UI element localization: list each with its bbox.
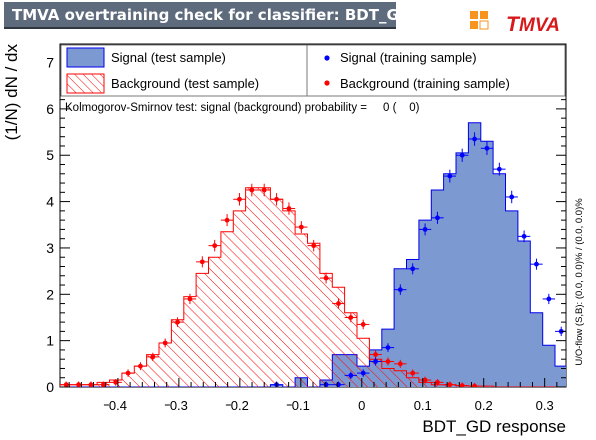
legend-swatch-signal-test xyxy=(66,47,105,68)
background-training-point xyxy=(196,256,209,268)
histogram-layer xyxy=(60,122,596,387)
x-tick-label: 0.1 xyxy=(414,398,432,413)
background-training-point xyxy=(270,193,283,206)
background-training-point xyxy=(431,379,444,386)
background-training-point xyxy=(258,183,271,197)
signal-training-point xyxy=(443,169,457,183)
x-tick-label: 0.3 xyxy=(170,398,188,413)
background-training-point xyxy=(344,312,358,323)
signal-training-point xyxy=(369,357,382,366)
signal-training-point xyxy=(517,230,531,243)
signal-training-point xyxy=(381,343,395,352)
x-tick-label: 0.4 xyxy=(109,398,127,413)
background-test-outline xyxy=(60,187,566,387)
x-tick-label: 0 xyxy=(358,398,365,413)
background-training-point xyxy=(406,369,419,377)
signal-test-histogram xyxy=(60,122,566,387)
legend-label-background-training: Background (training sample) xyxy=(340,76,510,91)
background-training-point xyxy=(146,352,160,362)
background-training-point xyxy=(394,359,407,368)
signal-training-point xyxy=(542,293,556,305)
x-tick-label: 0.2 xyxy=(231,398,249,413)
background-training-point xyxy=(307,239,320,252)
signal-training-point xyxy=(580,372,592,379)
background-training-point xyxy=(109,379,122,386)
signal-training-point xyxy=(357,369,370,377)
y-tick-label: 3 xyxy=(46,240,54,256)
background-training-point xyxy=(134,362,147,371)
legend-left: Signal (test sample) Background (test sa… xyxy=(60,44,308,97)
y-tick-label: 6 xyxy=(46,101,54,117)
signal-training-point xyxy=(344,371,358,380)
signal-training-point xyxy=(431,211,444,224)
background-training-point xyxy=(84,381,98,387)
background-training-point xyxy=(381,357,395,366)
background-training-point xyxy=(97,381,110,387)
background-training-point xyxy=(282,202,296,215)
background-training-point xyxy=(220,214,234,227)
background-training-point xyxy=(443,381,457,387)
signal-training-point xyxy=(480,141,494,155)
x-axis-label: BDT_GD response xyxy=(422,417,566,436)
signal-training-point xyxy=(406,263,419,275)
legend-label-signal-training: Signal (training sample) xyxy=(340,50,477,65)
overflow-note: U/O-flow (S,B): (0.0, 0.0)% / (0.0, 0.0)… xyxy=(574,198,585,366)
signal-training-point xyxy=(394,284,407,295)
background-training-point xyxy=(456,382,469,387)
x-tick-label: 0.1 xyxy=(292,398,310,413)
signal-training-point xyxy=(530,258,543,270)
signal-training-point xyxy=(468,132,481,146)
signal-training-point xyxy=(493,162,506,176)
x-tick-label: 0.2 xyxy=(475,398,493,413)
y-tick-label: 4 xyxy=(46,194,54,210)
background-training-point xyxy=(468,383,481,387)
y-tick-label: 1 xyxy=(46,333,54,349)
legend-right: Signal (training sample) Background (tra… xyxy=(306,44,566,97)
y-tick-label: 2 xyxy=(46,286,54,302)
background-training-point xyxy=(60,381,73,387)
background-training-point xyxy=(332,298,345,309)
legend-marker-background-training xyxy=(324,80,330,86)
background-training-point xyxy=(208,239,221,252)
background-test-histogram xyxy=(60,187,566,387)
background-training-point xyxy=(159,338,172,348)
title-box: TMVA overtraining check for classifier: … xyxy=(4,2,411,29)
signal-training-point xyxy=(456,148,469,162)
legend-label-signal-test: Signal (test sample) xyxy=(111,50,226,65)
legend-marker-signal-training xyxy=(324,55,330,61)
background-training-point xyxy=(295,221,308,234)
y-axis-label: (1/N) dN / dx xyxy=(2,44,21,141)
background-training-point xyxy=(319,272,333,284)
ks-test-annotation: Kolmogorov-Smirnov test: signal (backgro… xyxy=(65,102,420,114)
background-training-point xyxy=(171,317,184,327)
background-training-point xyxy=(72,381,85,387)
x-tick-label: 0.3 xyxy=(536,398,554,413)
tmva-logo: T MVA xyxy=(470,11,560,36)
background-training-point xyxy=(245,183,259,197)
y-axis: 0 1 2 3 4 5 6 7 xyxy=(46,55,566,395)
chart-title: TMVA overtraining check for classifier: … xyxy=(12,6,412,24)
background-training-point xyxy=(233,193,246,206)
background-training-point xyxy=(369,350,382,359)
background-training-point xyxy=(357,319,370,330)
signal-training-point xyxy=(418,223,432,236)
background-training-point xyxy=(418,376,432,384)
svg-text:MVA: MVA xyxy=(519,15,560,36)
signal-training-point xyxy=(505,190,518,204)
svg-text:T: T xyxy=(506,13,521,36)
background-training-point xyxy=(183,293,197,305)
background-training-point xyxy=(121,369,135,377)
legend-swatch-background-test xyxy=(66,73,105,94)
background-training-points xyxy=(60,183,481,387)
y-tick-label: 0 xyxy=(46,379,54,395)
y-tick-label: 5 xyxy=(46,147,54,163)
signal-training-point xyxy=(592,379,596,386)
legend-label-background-test: Background (test sample) xyxy=(111,76,259,91)
y-tick-label: 7 xyxy=(46,55,54,71)
